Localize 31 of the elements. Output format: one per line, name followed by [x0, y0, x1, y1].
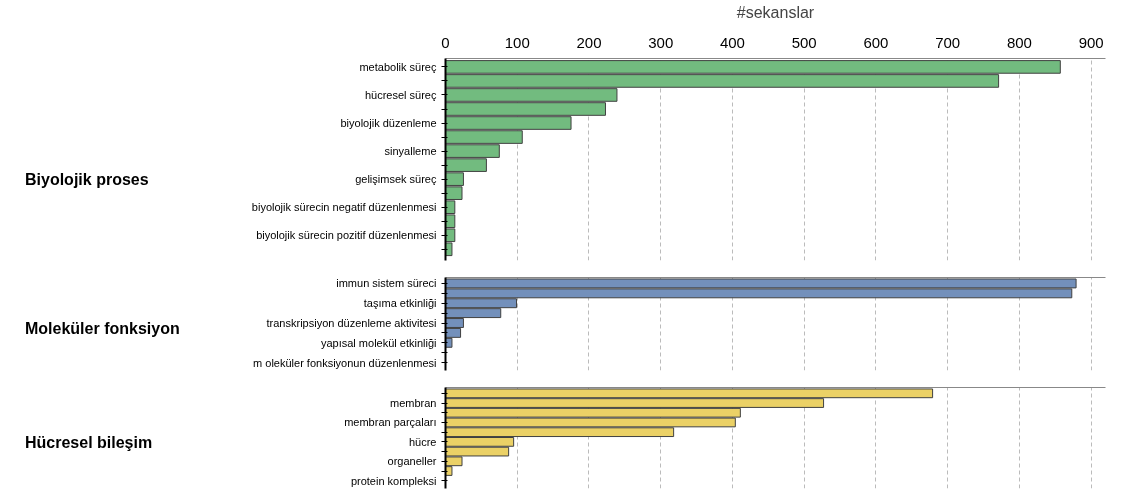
y-tick-label: yapısal molekül etkinliği — [320, 336, 437, 349]
x-tick-label: 100 — [504, 33, 530, 51]
y-tick-label: protein kompleksi — [350, 474, 437, 487]
y-tick-label: biyolojik sürecin negatif düzenlenmesi — [251, 201, 437, 214]
y-tick-label: sinyalleme — [384, 145, 437, 158]
y-tick-label: membran — [390, 397, 437, 410]
y-tick-label: immun sistem süreci — [336, 277, 437, 290]
y-tick-label: biyolojik sürecin pozitif düzenlenmesi — [256, 229, 437, 242]
y-tick-label: gelişimsek süreç — [355, 173, 437, 186]
x-tick-label: 700 — [935, 33, 961, 51]
y-axis-title: Biyolojik proses — [25, 170, 149, 190]
y-tick-label: membran parçaları — [344, 416, 437, 429]
y-axis-title: Moleküler fonksiyon — [25, 319, 180, 339]
x-tick-label: 800 — [1006, 33, 1032, 51]
y-tick-label: organeller — [387, 455, 437, 468]
y-axis-title: Hücresel bileşim — [25, 433, 153, 453]
x-tick-label: 500 — [791, 33, 817, 51]
y-tick-label: m oleküler fonksiyonun düzenlenmesi — [253, 356, 437, 369]
y-tick-label: hücresel süreç — [364, 88, 437, 101]
y-tick-label: taşıma etkinliği — [363, 297, 437, 310]
x-tick-label: 0 — [441, 33, 450, 51]
x-axis-title: #sekanslar — [736, 3, 815, 21]
x-tick-label: 300 — [648, 33, 674, 51]
y-tick-label: biyolojik düzenleme — [340, 117, 437, 130]
x-tick-label: 600 — [863, 33, 889, 51]
y-tick-label: hücre — [408, 435, 437, 448]
y-tick-label: transkripsiyon düzenleme aktivitesi — [266, 317, 437, 330]
y-tick-label: metabolik süreç — [359, 60, 437, 73]
x-tick-label: 400 — [719, 33, 745, 51]
x-tick-label: 200 — [576, 33, 602, 51]
x-tick-label: 900 — [1078, 33, 1104, 51]
